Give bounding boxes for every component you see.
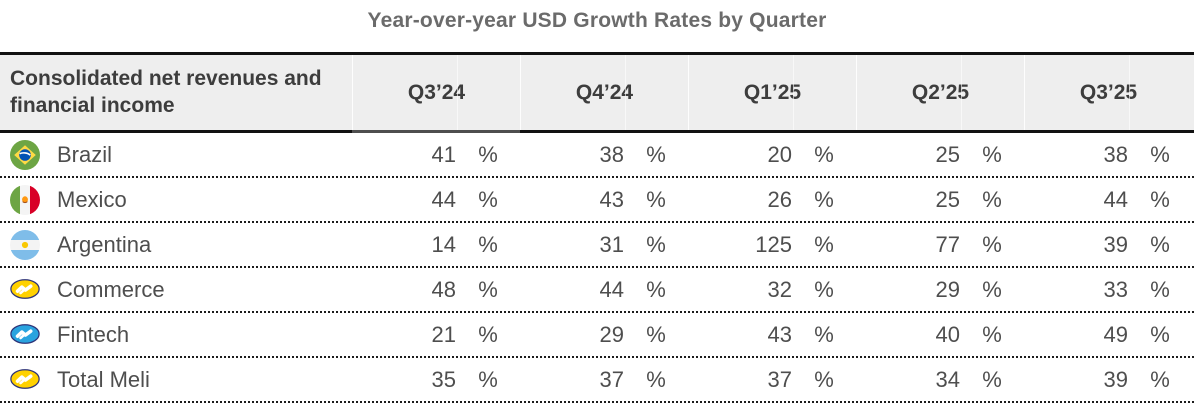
value-cell: 39 [1103,231,1128,257]
percent-sign: % [814,186,834,212]
value-cell: 125 [755,231,792,257]
page-title: Year-over-year USD Growth Rates by Quart… [367,9,827,32]
percent-sign: % [646,276,666,302]
table-header-label: Consolidated net revenues and financial … [10,67,322,117]
value-cell: 39 [1103,366,1128,392]
percent-sign: % [982,366,1002,392]
percent-sign: % [646,366,666,392]
value-cell: 20 [767,141,792,167]
value-cell: 48 [431,276,456,302]
percent-sign: % [814,141,834,167]
percent-sign: % [478,366,498,392]
percent-sign: % [814,276,834,302]
table-row: Argentina 14 % 31 % 125 % 77 % 39 % [0,223,1194,268]
percent-sign: % [1150,321,1170,347]
value-cell: 33 [1103,276,1128,302]
meli-commerce-icon [10,275,40,305]
percent-sign: % [1150,186,1170,212]
row-label-text: Fintech [57,321,130,347]
value-cell: 29 [599,321,624,347]
percent-sign: % [478,276,498,302]
meli-fintech-icon [10,320,40,350]
value-cell: 43 [599,186,624,212]
value-cell: 40 [935,321,960,347]
percent-sign: % [814,231,834,257]
percent-sign: % [1150,276,1170,302]
row-label-mexico: Mexico [0,184,352,215]
table-row: Brazil 41 % 38 % 20 % 25 % 38 % [0,133,1194,178]
percent-sign: % [646,186,666,212]
meli-total-icon [10,365,40,395]
row-label-fintech: Fintech [0,320,352,350]
value-cell: 26 [767,186,792,212]
table-row: Fintech 21 % 29 % 43 % 40 % 49 % [0,313,1194,358]
argentina-flag-icon [10,229,40,260]
percent-sign: % [982,321,1002,347]
percent-sign: % [814,321,834,347]
percent-sign: % [478,141,498,167]
row-label-total-meli: Total Meli [0,365,352,395]
table-row: Total Meli 35 % 37 % 37 % 34 % 39 % [0,358,1194,403]
table-row: Mexico 44 % 43 % 26 % 25 % 44 % [0,178,1194,223]
row-label-argentina: Argentina [0,229,352,260]
value-cell: 34 [935,366,960,392]
column-header-q1-25: Q1’25 [688,55,856,130]
row-label-text: Commerce [57,276,165,302]
value-cell: 43 [767,321,792,347]
percent-sign: % [814,366,834,392]
percent-sign: % [646,141,666,167]
percent-sign: % [982,186,1002,212]
value-cell: 31 [599,231,624,257]
value-cell: 44 [1103,186,1128,212]
row-label-commerce: Commerce [0,275,352,305]
percent-sign: % [646,321,666,347]
percent-sign: % [478,186,498,212]
table-header-row: Consolidated net revenues and financial … [0,52,1194,133]
row-label-text: Argentina [57,231,152,257]
percent-sign: % [982,231,1002,257]
value-cell: 37 [599,366,624,392]
percent-sign: % [982,141,1002,167]
value-cell: 41 [431,141,456,167]
value-cell: 32 [767,276,792,302]
value-cell: 14 [431,231,456,257]
growth-rates-table: Consolidated net revenues and financial … [0,52,1194,403]
row-label-text: Total Meli [57,366,150,392]
value-cell: 49 [1103,321,1128,347]
value-cell: 38 [1103,141,1128,167]
value-cell: 25 [935,186,960,212]
value-cell: 35 [431,366,456,392]
row-label-brazil: Brazil [0,139,352,170]
value-cell: 21 [431,321,456,347]
value-cell: 29 [935,276,960,302]
value-cell: 77 [935,231,960,257]
percent-sign: % [646,231,666,257]
value-cell: 44 [599,276,624,302]
value-cell: 44 [431,186,456,212]
percent-sign: % [982,276,1002,302]
value-cell: 38 [599,141,624,167]
column-header-q3-25: Q3’25 [1024,55,1192,130]
row-label-text: Mexico [57,186,127,212]
mexico-flag-icon [10,184,40,215]
value-cell: 25 [935,141,960,167]
table-row: Commerce 48 % 44 % 32 % 29 % 33 % [0,268,1194,313]
value-cell: 37 [767,366,792,392]
column-header-q2-25: Q2’25 [856,55,1024,130]
column-header-q4-24: Q4’24 [520,55,688,130]
percent-sign: % [1150,231,1170,257]
row-label-text: Brazil [57,141,113,167]
percent-sign: % [1150,366,1170,392]
brazil-flag-icon [10,139,40,170]
percent-sign: % [1150,141,1170,167]
percent-sign: % [478,231,498,257]
column-header-q3-24: Q3’24 [352,55,520,130]
percent-sign: % [478,321,498,347]
